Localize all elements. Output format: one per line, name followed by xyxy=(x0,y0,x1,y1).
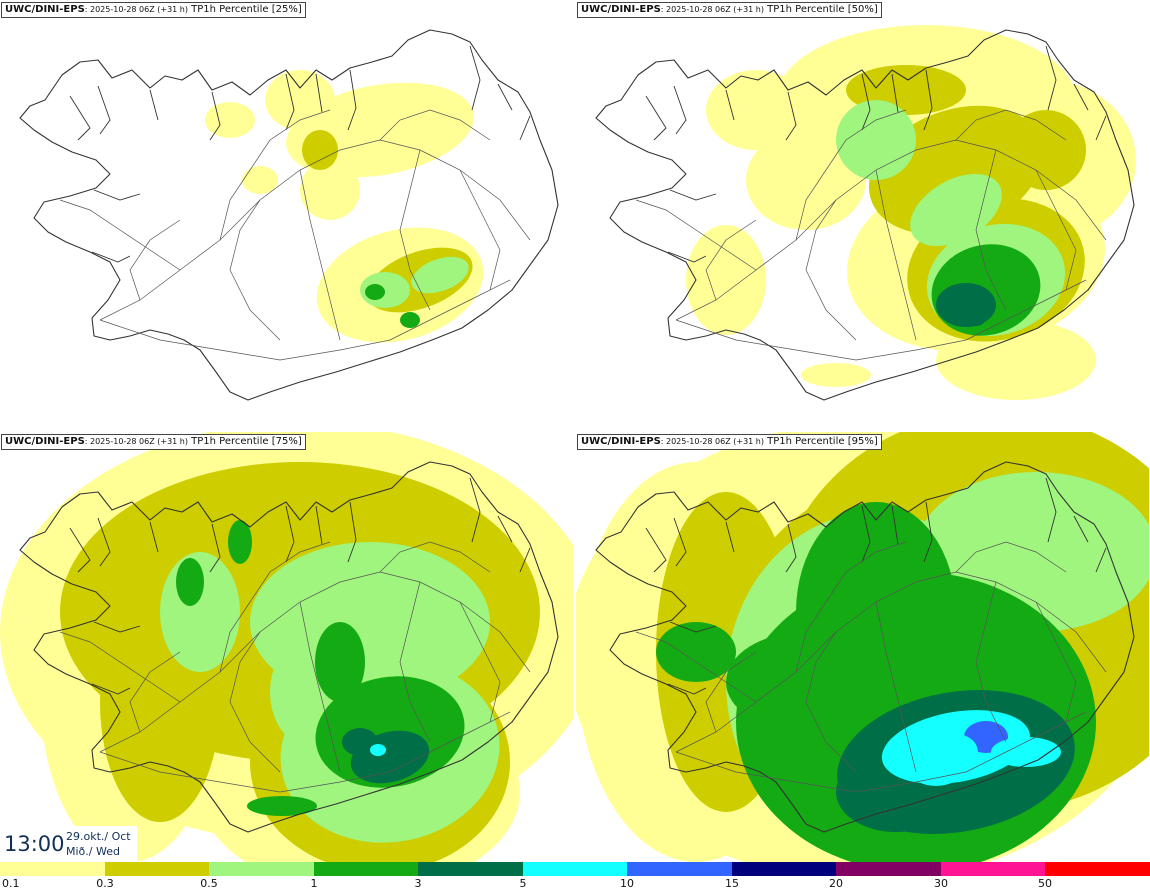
road-network-icon xyxy=(59,109,531,361)
run-time: : 2025-10-28 06Z (+31 h) xyxy=(660,437,764,446)
fjord-lines xyxy=(69,477,531,695)
iceland-outline-icon xyxy=(595,461,1135,833)
legend-label: 1 xyxy=(310,877,318,890)
field-name: TP1h Percentile [25%] xyxy=(187,4,302,15)
legend-swatch xyxy=(313,862,419,876)
legend-swatch xyxy=(522,862,628,876)
legend-swatch xyxy=(940,862,1046,876)
iceland-outline-icon xyxy=(19,29,559,401)
precip-contour xyxy=(205,102,255,138)
model-name: UWC/DINI-EPS xyxy=(5,436,85,447)
legend-label: 0.1 xyxy=(2,877,20,890)
precip-contour xyxy=(686,225,766,335)
legend-color-bar xyxy=(0,862,1150,876)
legend-label: 30 xyxy=(934,877,948,890)
legend-swatch xyxy=(836,862,941,876)
precip-contour xyxy=(991,737,1061,767)
fjord-lines xyxy=(645,45,1107,263)
model-name: UWC/DINI-EPS xyxy=(581,4,661,15)
date-line-2: Mið./ Wed xyxy=(66,845,120,858)
road-network-icon xyxy=(635,109,1107,361)
precip-field xyxy=(576,432,1149,863)
legend-label: 15 xyxy=(725,877,739,890)
iceland-outline-icon xyxy=(19,461,559,833)
road-network-icon xyxy=(59,541,531,793)
precip-contour xyxy=(801,363,871,387)
precip-contour xyxy=(411,256,469,294)
run-time: : 2025-10-28 06Z (+31 h) xyxy=(84,437,188,446)
precip-contour xyxy=(302,130,338,170)
precip-contour xyxy=(300,160,360,220)
color-legend: 0.1 0.3 0.5 1 3 5 10 15 20 30 50 xyxy=(0,862,1150,891)
map-panel-75: UWC/DINI-EPS: 2025-10-28 06Z (+31 h) TP1… xyxy=(0,432,573,863)
precip-contour xyxy=(242,166,278,194)
map-panel-95: UWC/DINI-EPS: 2025-10-28 06Z (+31 h) TP1… xyxy=(576,432,1149,863)
panel-title: UWC/DINI-EPS: 2025-10-28 06Z (+31 h) TP1… xyxy=(1,434,306,450)
legend-swatch xyxy=(418,862,523,876)
legend-label: 0.5 xyxy=(200,877,218,890)
precip-contour xyxy=(836,100,916,180)
precip-contour xyxy=(706,70,806,150)
valid-time-box: 13:00 29.okt./ Oct Mið./ Wed xyxy=(0,826,137,862)
precip-contour xyxy=(176,558,204,606)
legend-swatch xyxy=(104,862,210,876)
legend-label: 10 xyxy=(620,877,634,890)
panel-title: UWC/DINI-EPS: 2025-10-28 06Z (+31 h) TP1… xyxy=(577,434,882,450)
legend-swatch xyxy=(627,862,732,876)
legend-label: 3 xyxy=(414,877,422,890)
legend-label: 50 xyxy=(1038,877,1052,890)
precip-contour xyxy=(936,283,996,327)
precip-contour xyxy=(1006,110,1086,190)
precip-map xyxy=(19,29,559,401)
precip-contour xyxy=(265,70,335,130)
legend-swatch xyxy=(209,862,314,876)
panel-title: UWC/DINI-EPS: 2025-10-28 06Z (+31 h) TP1… xyxy=(577,2,882,18)
field-name: TP1h Percentile [95%] xyxy=(763,436,878,447)
precip-contour xyxy=(315,622,365,702)
precip-contour xyxy=(228,520,252,564)
precip-map xyxy=(595,25,1136,401)
valid-time: 13:00 xyxy=(4,832,65,856)
precip-contour xyxy=(910,173,1002,247)
date-line-1: 29.okt./ Oct xyxy=(66,830,131,843)
model-name: UWC/DINI-EPS xyxy=(5,4,85,15)
road-network-icon xyxy=(635,541,1107,793)
iceland-outline-icon xyxy=(595,29,1135,401)
precip-contour xyxy=(400,312,420,328)
precip-map xyxy=(576,432,1149,863)
precip-contour xyxy=(247,796,317,816)
map-panel-25: UWC/DINI-EPS: 2025-10-28 06Z (+31 h) TP1… xyxy=(0,0,573,431)
field-name: TP1h Percentile [75%] xyxy=(187,436,302,447)
legend-label: 0.3 xyxy=(96,877,114,890)
fjord-lines xyxy=(69,45,531,263)
fjord-lines xyxy=(645,477,1107,695)
legend-swatch xyxy=(731,862,837,876)
map-panel-50: UWC/DINI-EPS: 2025-10-28 06Z (+31 h) TP1… xyxy=(576,0,1149,431)
precip-contour xyxy=(365,284,385,300)
model-name: UWC/DINI-EPS xyxy=(581,436,661,447)
precip-contour xyxy=(656,622,736,682)
legend-swatch xyxy=(0,862,105,876)
run-time: : 2025-10-28 06Z (+31 h) xyxy=(660,5,764,14)
precip-field xyxy=(686,25,1136,400)
precip-contour xyxy=(966,310,986,326)
precip-contour xyxy=(911,758,961,786)
precip-contour xyxy=(726,632,886,732)
legend-label: 20 xyxy=(829,877,843,890)
valid-date: 29.okt./ Oct Mið./ Wed xyxy=(66,829,131,859)
precip-contour xyxy=(342,728,378,756)
precip-contour xyxy=(370,744,386,756)
precip-field xyxy=(0,432,573,863)
field-name: TP1h Percentile [50%] xyxy=(763,4,878,15)
legend-swatch xyxy=(1045,862,1150,876)
precip-map xyxy=(0,432,573,863)
panel-title: UWC/DINI-EPS: 2025-10-28 06Z (+31 h) TP1… xyxy=(1,2,306,18)
precip-field xyxy=(205,70,484,343)
legend-label: 5 xyxy=(519,877,527,890)
run-time: : 2025-10-28 06Z (+31 h) xyxy=(84,5,188,14)
